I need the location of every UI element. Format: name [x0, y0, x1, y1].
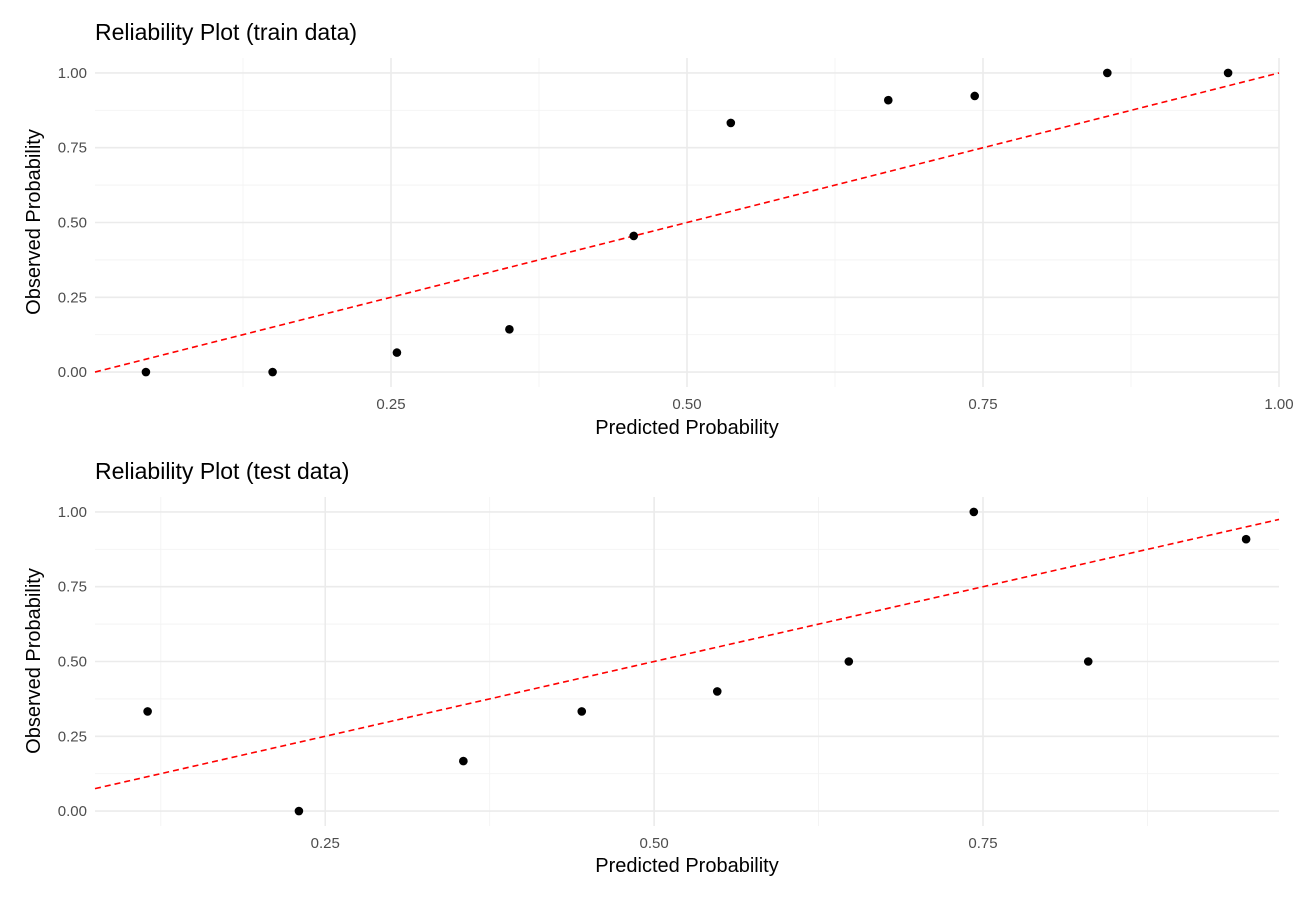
train-y-axis-title: Observed Probability — [23, 129, 45, 315]
test-reference-line — [94, 518, 1280, 790]
test-y-tick-label: 0.25 — [58, 728, 87, 745]
train-x-tick-label: 0.75 — [968, 396, 997, 413]
test-data-point — [1241, 534, 1251, 544]
train-x-tick-label: 0.50 — [672, 396, 701, 413]
test-data-point — [294, 806, 304, 816]
train-reference-line — [94, 72, 1280, 373]
test-y-axis-title: Observed Probability — [23, 568, 45, 754]
test-panel: Reliability Plot (test data) Predicted P… — [23, 458, 779, 877]
train-data-point — [1103, 68, 1112, 78]
test-data-point — [143, 707, 152, 716]
test-data-point — [844, 657, 854, 666]
test-gridlines — [95, 497, 1279, 826]
train-y-tick-label: 1.00 — [58, 65, 87, 82]
test-y-tick-label: 1.00 — [58, 504, 87, 521]
test-x-axis-title: Predicted Probability — [595, 855, 778, 877]
train-data-point — [970, 91, 980, 101]
train-data-point — [268, 367, 277, 377]
train-gridlines: 0.25 0.50 0.75 0.00 0.25 0.50 0.75 1.00 — [58, 58, 1280, 852]
test-y-tick-label: 0.00 — [58, 803, 87, 820]
train-x-axis-title: Predicted Probability — [595, 417, 778, 439]
train-data-point — [726, 118, 736, 128]
train-data-point — [505, 324, 514, 334]
train-chart-title: Reliability Plot (train data) — [95, 19, 357, 45]
test-y-tick-label: 0.75 — [58, 579, 87, 596]
train-data-point — [1223, 68, 1233, 78]
test-x-tick-label: 0.50 — [640, 835, 669, 852]
train-data-point — [141, 367, 151, 377]
test-data-point — [459, 756, 468, 766]
test-data-point — [712, 687, 722, 696]
train-panel: 0.25 0.50 0.75 0.00 0.25 0.50 0.75 1.00 Reliabi… — [23, 19, 1294, 852]
train-x-tick-label: 0.25 — [376, 396, 405, 413]
train-x-tick-label: 1.00 — [1264, 396, 1293, 413]
train-y-tick-label: 0.25 — [58, 289, 87, 306]
test-data-point — [1083, 657, 1093, 666]
train-data-point — [392, 348, 402, 357]
test-x-tick-label: 0.75 — [968, 835, 997, 852]
test-data-point — [577, 707, 587, 716]
test-chart-title: Reliability Plot (test data) — [95, 458, 349, 484]
test-data-point — [969, 507, 979, 517]
train-y-tick-label: 0.50 — [58, 215, 87, 232]
train-data-point — [629, 231, 639, 241]
train-y-tick-label: 0.75 — [58, 140, 87, 157]
train-y-tick-label: 0.00 — [58, 364, 87, 381]
test-y-tick-label: 0.50 — [58, 654, 87, 671]
test-x-tick-label: 0.25 — [311, 835, 340, 852]
train-data-point — [883, 95, 893, 105]
